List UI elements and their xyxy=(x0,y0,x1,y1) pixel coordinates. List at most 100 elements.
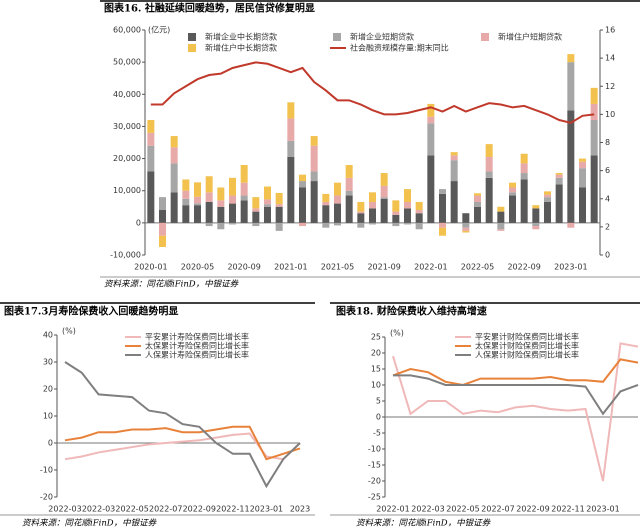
bar-segment xyxy=(532,205,540,209)
x-tick-label: 2022-07 xyxy=(481,505,514,514)
y-tick-label: 20,000 xyxy=(113,154,141,163)
bar-segment xyxy=(404,208,411,223)
bar-segment xyxy=(555,173,563,175)
bar-segment xyxy=(299,181,306,188)
y-tick-label: -15 xyxy=(368,461,381,470)
bar-segment xyxy=(404,222,411,225)
y-tick-label: 10 xyxy=(43,412,53,421)
x-tick-label: 2022-09 xyxy=(516,505,549,514)
y-tick-label: -20 xyxy=(368,477,381,486)
bar-segment xyxy=(159,235,166,247)
bar-segment xyxy=(299,174,306,182)
bar-segment xyxy=(590,155,598,223)
bar-segment xyxy=(275,204,283,207)
bar-segment xyxy=(520,173,528,180)
bar-segment xyxy=(567,62,575,111)
bar-segment xyxy=(544,201,551,223)
bar-segment xyxy=(264,186,271,200)
bar-segment xyxy=(532,222,540,227)
bar-segment xyxy=(392,214,400,223)
x-tick-label: 2022-11 xyxy=(551,505,584,514)
legend-label: 人保累计财险保费同比增长率 xyxy=(475,350,579,360)
bar-segment xyxy=(345,190,353,196)
bar-segment xyxy=(287,118,295,141)
bar-segment xyxy=(229,195,236,204)
bar-segment xyxy=(345,177,353,191)
figure-title: 图表18. 财险保费收入维持高增速 xyxy=(336,305,487,318)
bar-segment xyxy=(474,193,481,196)
bar-segment xyxy=(252,208,260,212)
legend-label: 平安累计财险保费同比增长率 xyxy=(475,332,579,342)
bar-segment xyxy=(462,227,470,231)
x-tick-label: 2022-05 xyxy=(115,505,148,514)
bar-segment xyxy=(555,184,563,223)
bar-segment xyxy=(485,171,493,178)
bar-segment xyxy=(462,222,470,228)
x-tick-label: 2023-01 xyxy=(554,263,587,272)
bar-segment xyxy=(194,196,201,204)
bar-segment xyxy=(194,205,201,223)
bar-segment xyxy=(229,203,236,223)
bar-segment xyxy=(474,195,481,202)
bar-segment xyxy=(450,155,458,161)
y-tick-label: 50,000 xyxy=(113,58,141,67)
y-tick-label: 20 xyxy=(43,385,53,394)
bar-segment xyxy=(450,181,458,223)
bar-segment xyxy=(159,222,166,236)
legend-label: 新增住户中长期贷款 xyxy=(205,43,277,53)
bar-segment xyxy=(404,201,411,209)
bar-segment xyxy=(509,195,516,223)
bar-segment xyxy=(520,153,528,164)
bar-segment xyxy=(532,208,540,223)
y-tick-label: 0 xyxy=(376,413,381,422)
bar-segment xyxy=(544,191,551,195)
bar-segment xyxy=(310,181,318,223)
bar-segment xyxy=(264,204,271,207)
bar-segment xyxy=(380,173,388,186)
y-unit: (亿元) xyxy=(148,25,170,35)
y-tick-label: 20 xyxy=(371,349,381,358)
bar-segment xyxy=(509,187,516,193)
bar-segment xyxy=(497,211,505,223)
bar-segment xyxy=(567,54,575,63)
bar-segment xyxy=(590,87,598,104)
bar-segment xyxy=(205,192,213,202)
y-tick-label: 40 xyxy=(43,331,53,340)
bar-segment xyxy=(415,201,423,210)
bar-segment xyxy=(427,103,435,117)
bar-segment xyxy=(170,192,178,223)
legend-swatch xyxy=(333,33,341,41)
y2-tick-label: 16 xyxy=(605,26,615,35)
bar-segment xyxy=(380,198,388,223)
bar-segment xyxy=(474,201,481,207)
bar-segment xyxy=(427,155,435,223)
y2-tick-label: 10 xyxy=(605,110,615,119)
bar-segment xyxy=(590,120,598,156)
x-tick-label: 2023-01 xyxy=(586,505,619,514)
bar-segment xyxy=(159,210,166,223)
bar-segment xyxy=(217,200,225,207)
bar-segment xyxy=(369,222,376,225)
bar-segment xyxy=(229,177,236,196)
legend-swatch xyxy=(188,33,196,41)
legend-label: 新增企业短期贷款 xyxy=(350,32,414,42)
y-tick-label: -25 xyxy=(368,493,381,502)
bar-segment xyxy=(544,194,551,198)
bar-segment xyxy=(240,182,248,196)
bar-segment xyxy=(369,208,376,223)
y-tick-label: -10,000 xyxy=(110,251,141,260)
bar-segment xyxy=(170,163,178,193)
bar-segment xyxy=(509,182,516,188)
bar-segment xyxy=(555,177,563,185)
bar-segment xyxy=(170,147,178,164)
bar-segment xyxy=(345,195,353,223)
bar-segment xyxy=(555,174,563,178)
bar-segment xyxy=(252,222,260,227)
bar-segment xyxy=(264,199,271,205)
bar-segment xyxy=(357,211,365,214)
bar-segment xyxy=(264,206,271,223)
bar-segment xyxy=(485,177,493,223)
figure-title: 图表16. 社融延续回暖趋势，居民信贷修复明显 xyxy=(104,2,315,15)
y-tick-label: 15 xyxy=(371,365,381,374)
